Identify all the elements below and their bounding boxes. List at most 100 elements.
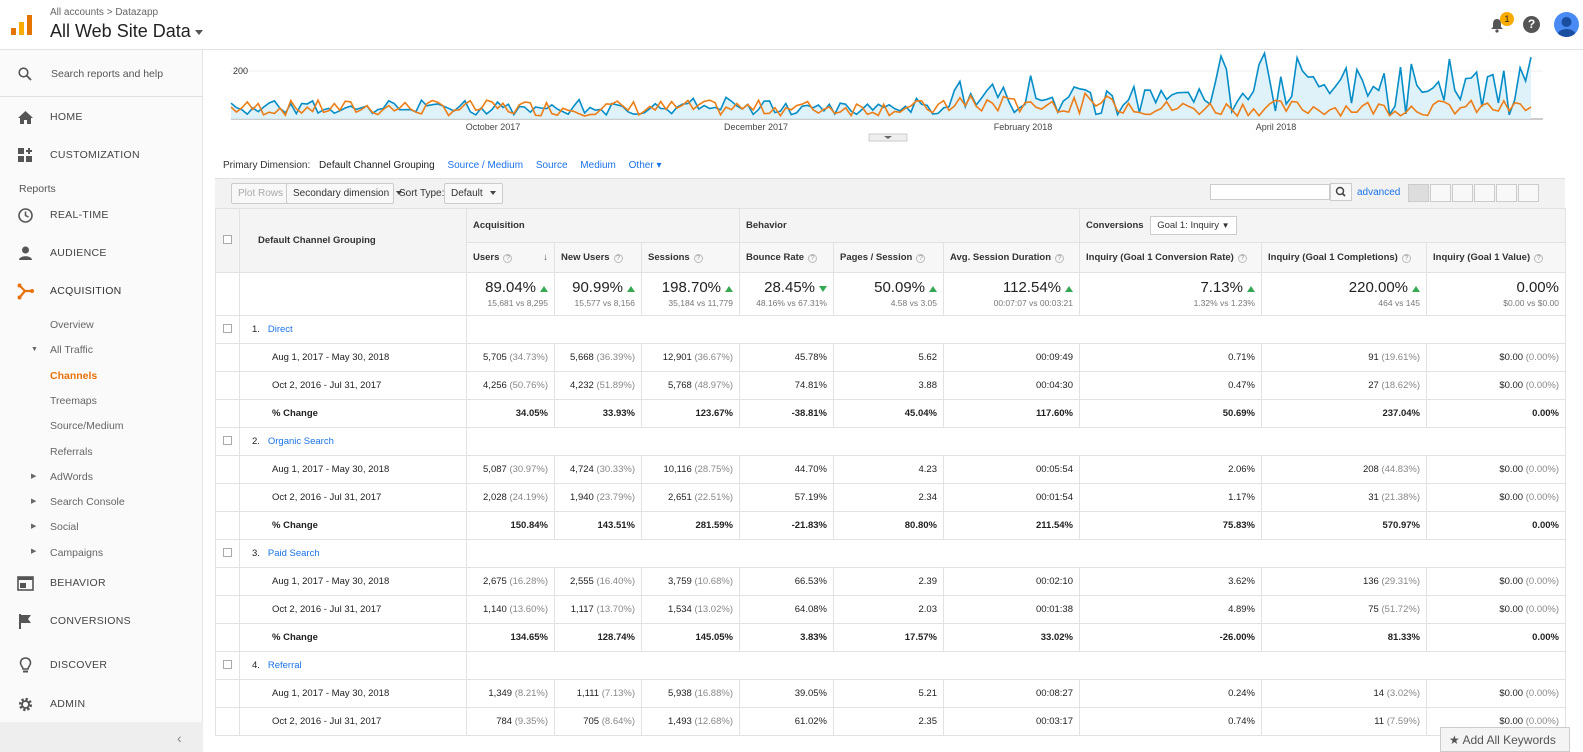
sidebar-item-treemaps[interactable]: Treemaps xyxy=(50,395,97,407)
metric-value: 2,028 xyxy=(483,492,507,503)
sidebar-item-discover[interactable]: DISCOVER xyxy=(0,648,203,682)
sidebar-item-acquisition[interactable]: ACQUISITION xyxy=(0,274,203,308)
help-icon[interactable]: ? xyxy=(808,254,818,263)
total-cell: 89.04% 15,681 vs 8,295 xyxy=(466,272,555,316)
metric-percent: (28.75%) xyxy=(694,464,733,475)
metric-cell: 33.02% xyxy=(943,623,1080,652)
help-icon[interactable]: ? xyxy=(693,254,703,263)
metric-percent: (23.79%) xyxy=(596,492,635,503)
channel-name-link[interactable]: Paid Search xyxy=(267,548,320,559)
help-icon[interactable]: ? xyxy=(916,254,926,263)
column-header[interactable]: Sessions? xyxy=(641,242,740,273)
dimension-header[interactable]: Default Channel Grouping xyxy=(239,208,467,273)
metric-value: 136 xyxy=(1362,576,1379,587)
sidebar-item-audience[interactable]: AUDIENCE xyxy=(0,236,203,270)
dimension-medium[interactable]: Medium xyxy=(580,160,616,171)
sidebar-item-behavior[interactable]: BEHAVIOR xyxy=(0,566,203,600)
sidebar-item-channels[interactable]: Channels xyxy=(50,370,98,382)
table-toolbar: Plot Rows Secondary dimension Sort Type:… xyxy=(215,178,1565,208)
column-header[interactable]: New Users? xyxy=(554,242,642,273)
view-pivot-icon[interactable] xyxy=(1518,184,1539,202)
view-pie-icon[interactable] xyxy=(1430,184,1451,202)
view-performance-icon[interactable] xyxy=(1452,184,1473,202)
report-search[interactable]: Search reports and help xyxy=(0,50,203,97)
table-search-button[interactable] xyxy=(1330,183,1352,201)
metric-cell: 5.21 xyxy=(833,679,944,708)
view-term-cloud-icon[interactable] xyxy=(1496,184,1517,202)
column-header[interactable]: Bounce Rate? xyxy=(739,242,834,273)
analytics-logo-icon[interactable] xyxy=(11,15,33,35)
avatar[interactable] xyxy=(1554,12,1579,37)
dimension-source-medium[interactable]: Source / Medium xyxy=(447,160,524,171)
help-icon[interactable]: ? xyxy=(1055,254,1064,263)
sidebar-item-home[interactable]: HOME xyxy=(0,100,203,134)
row-checkbox[interactable] xyxy=(223,659,232,669)
reports-section-label: Reports xyxy=(19,183,56,195)
channel-row-filler xyxy=(466,651,1566,680)
account-selector[interactable]: All Web Site Data xyxy=(50,21,203,42)
metric-cell: 0.74% xyxy=(1079,707,1262,736)
table-search-input[interactable] xyxy=(1210,184,1330,200)
sidebar-item-customization[interactable]: CUSTOMIZATION xyxy=(0,138,203,172)
collapsed-triangle-icon: ▶ xyxy=(31,473,37,480)
metric-value: $0.00 xyxy=(1499,380,1524,391)
total-cell: 7.13% 1.32% vs 1.23% xyxy=(1079,272,1262,316)
row-checkbox[interactable] xyxy=(223,547,232,557)
sidebar-item-conversions[interactable]: CONVERSIONS xyxy=(0,604,203,638)
dimension-other[interactable]: Other ▾ xyxy=(628,160,662,171)
metric-percent: (36.39%) xyxy=(596,352,635,363)
sidebar-item-campaigns[interactable]: Campaigns xyxy=(50,547,104,559)
column-header[interactable]: Inquiry (Goal 1 Value)? xyxy=(1426,242,1566,273)
goal-select[interactable]: Goal 1: Inquiry ▼ xyxy=(1150,216,1237,235)
row-checkbox[interactable] xyxy=(223,323,232,333)
sidebar-item-source-medium[interactable]: Source/Medium xyxy=(50,420,124,432)
column-header[interactable]: Users? ↓ xyxy=(466,242,555,273)
row-checkbox[interactable] xyxy=(223,435,232,445)
help-icon[interactable]: ? xyxy=(613,254,623,263)
add-all-keywords-button[interactable]: ★ Add All Keywords xyxy=(1440,727,1570,752)
secondary-dimension-select[interactable]: Secondary dimension xyxy=(286,183,403,204)
total-cell: 28.45% 48.16% vs 67.31% xyxy=(739,272,834,316)
sidebar-item-overview[interactable]: Overview xyxy=(50,319,94,331)
channel-name-link[interactable]: Organic Search xyxy=(267,436,334,447)
table-row: Aug 1, 2017 - May 30, 2018 2,675 (16.28%)… xyxy=(215,567,1566,596)
help-icon[interactable]: ? xyxy=(503,254,513,263)
total-cell: 0.00% $0.00 vs $0.00 xyxy=(1426,272,1566,316)
metric-cell: 74.81% xyxy=(739,371,834,400)
dimension-source[interactable]: Source xyxy=(535,160,568,171)
help-icon[interactable]: ? xyxy=(1237,254,1247,263)
sidebar-item-admin[interactable]: ADMIN xyxy=(0,687,203,721)
sidebar-item-search-console[interactable]: Search Console xyxy=(50,496,125,508)
help-icon[interactable]: ? xyxy=(1523,16,1540,33)
search-icon xyxy=(18,67,32,81)
metric-value: 5.62 xyxy=(918,352,938,363)
sidebar-item-realtime[interactable]: REAL-TIME xyxy=(0,198,203,232)
metric-cell: 00:08:27 xyxy=(943,679,1080,708)
help-icon[interactable]: ? xyxy=(1534,254,1544,263)
sidebar-item-adwords[interactable]: AdWords xyxy=(50,471,93,483)
column-header[interactable]: Pages / Session? xyxy=(833,242,944,273)
select-all-checkbox[interactable] xyxy=(223,234,232,244)
sidebar-item-referrals[interactable]: Referrals xyxy=(50,446,93,458)
total-compare: 15,681 vs 8,295 xyxy=(487,298,549,308)
row-blank xyxy=(215,707,240,736)
column-header[interactable]: Inquiry (Goal 1 Completions)? xyxy=(1261,242,1427,273)
view-comparison-icon[interactable] xyxy=(1474,184,1495,202)
advanced-filter-link[interactable]: advanced xyxy=(1357,187,1401,198)
column-header[interactable]: Avg. Session Duration? xyxy=(943,242,1080,273)
metric-value: 31 xyxy=(1368,492,1379,503)
plot-rows-button[interactable]: Plot Rows xyxy=(231,183,291,204)
sidebar-item-social[interactable]: Social xyxy=(50,521,79,533)
sidebar-item-all-traffic[interactable]: All Traffic xyxy=(50,344,93,356)
home-icon xyxy=(18,111,33,124)
channel-name-link[interactable]: Direct xyxy=(267,324,293,335)
channel-name-link[interactable]: Referral xyxy=(267,660,302,671)
collapse-sidebar-button[interactable]: ‹ xyxy=(0,722,203,752)
metric-cell: 2.03 xyxy=(833,595,944,624)
column-header[interactable]: Inquiry (Goal 1 Conversion Rate)? xyxy=(1079,242,1262,273)
view-table-icon[interactable] xyxy=(1408,184,1429,202)
sort-type-select[interactable]: Default xyxy=(444,183,503,204)
metric-percent: (44.83%) xyxy=(1381,464,1420,475)
help-icon[interactable]: ? xyxy=(1401,254,1411,263)
breadcrumb[interactable]: All accounts > Datazapp xyxy=(50,7,159,18)
